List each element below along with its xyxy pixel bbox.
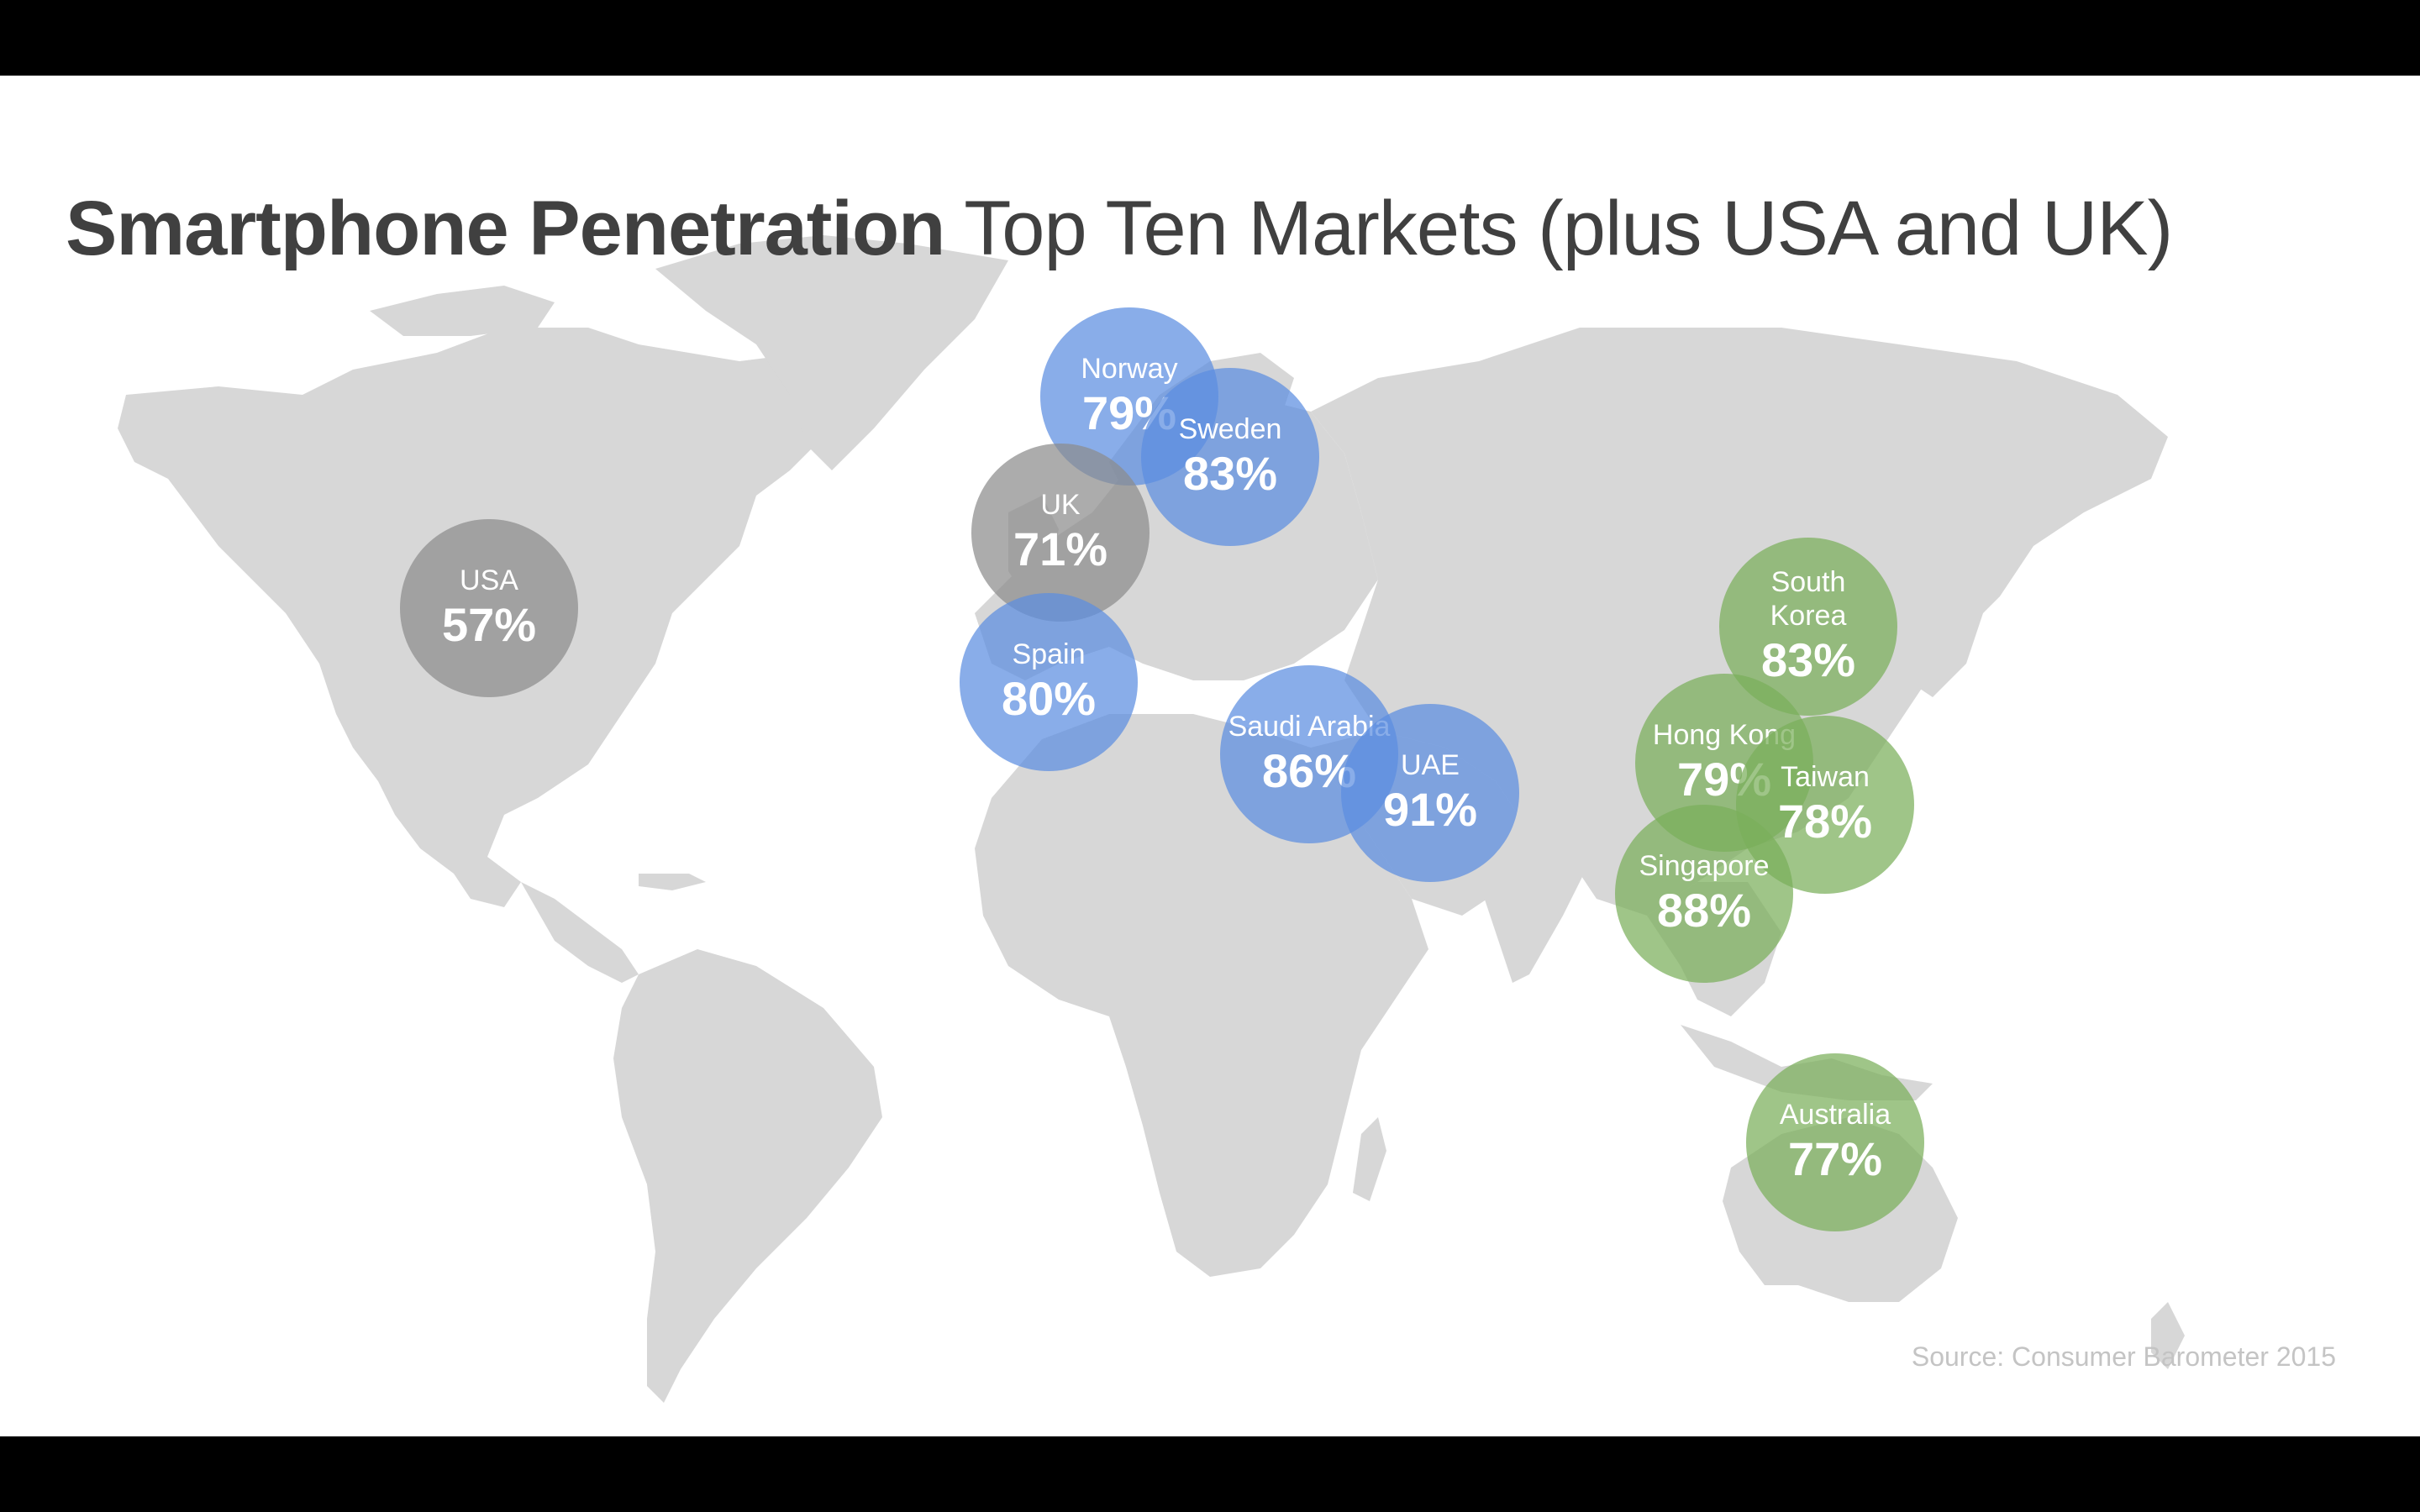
marker-value: 91% bbox=[1382, 783, 1478, 836]
marker-uae: UAE 91% bbox=[1341, 704, 1519, 882]
caribbean-islands bbox=[639, 874, 706, 890]
marker-label: UAE bbox=[1401, 749, 1460, 781]
arctic-islands-landmass bbox=[370, 286, 555, 336]
marker-value: 83% bbox=[1182, 447, 1278, 500]
top-letterbox-bar bbox=[0, 0, 2420, 76]
bottom-letterbox-bar bbox=[0, 1436, 2420, 1512]
marker-value: 80% bbox=[1001, 672, 1097, 725]
marker-label: Spain bbox=[1012, 638, 1086, 670]
marker-value: 77% bbox=[1787, 1132, 1883, 1185]
greenland-landmass bbox=[655, 235, 1008, 470]
marker-value: 57% bbox=[441, 598, 537, 651]
marker-label: South Korea bbox=[1770, 566, 1847, 632]
marker-value: 86% bbox=[1261, 744, 1357, 797]
marker-label: UK bbox=[1040, 489, 1081, 521]
marker-usa: USA 57% bbox=[400, 519, 578, 697]
marker-label: Taiwan bbox=[1781, 761, 1870, 793]
marker-value: 83% bbox=[1760, 633, 1856, 686]
marker-south-korea: South Korea 83% bbox=[1719, 538, 1897, 716]
marker-label: Singapore bbox=[1639, 850, 1770, 882]
madagascar-landmass bbox=[1353, 1117, 1386, 1201]
marker-australia: Australia 77% bbox=[1746, 1053, 1924, 1231]
marker-spain: Spain 80% bbox=[960, 593, 1138, 771]
south-america-landmass bbox=[613, 949, 882, 1403]
marker-value: 78% bbox=[1777, 795, 1873, 848]
central-america-landmass bbox=[521, 882, 639, 983]
source-note: Source: Consumer Barometer 2015 bbox=[1911, 1341, 2336, 1372]
marker-label: USA bbox=[460, 564, 518, 596]
slide: Smartphone Penetration Top Ten Markets (… bbox=[0, 76, 2420, 1436]
marker-singapore: Singapore 88% bbox=[1615, 805, 1793, 983]
world-map bbox=[118, 235, 2185, 1403]
india-landmass bbox=[1479, 815, 1597, 983]
marker-value: 88% bbox=[1656, 884, 1752, 937]
title-bold: Smartphone Penetration bbox=[66, 186, 945, 271]
marker-value: 71% bbox=[1013, 522, 1108, 575]
marker-label: Norway bbox=[1081, 353, 1178, 385]
page-title: Smartphone Penetration Top Ten Markets (… bbox=[66, 185, 2173, 273]
title-subtitle: Top Ten Markets (plus USA and UK) bbox=[964, 186, 2173, 271]
africa-landmass bbox=[975, 714, 1428, 1277]
marker-sweden: Sweden 83% bbox=[1141, 368, 1319, 546]
marker-label: Australia bbox=[1779, 1099, 1891, 1131]
marker-label: Sweden bbox=[1178, 413, 1282, 445]
japan-landmass bbox=[1907, 580, 1983, 697]
marker-uk: UK 71% bbox=[971, 444, 1150, 622]
new-zealand-landmass bbox=[2151, 1302, 2185, 1369]
marker-taiwan: Taiwan 78% bbox=[1736, 716, 1914, 894]
